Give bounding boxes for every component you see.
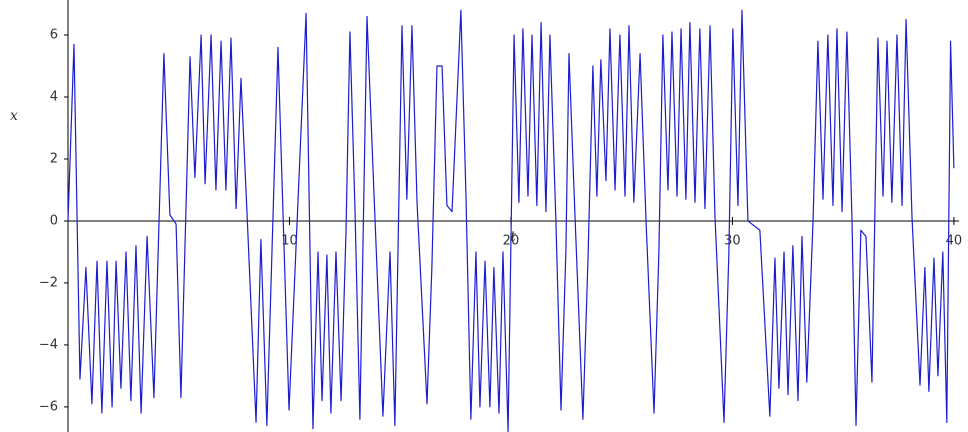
x-axis-label: t <box>510 229 516 245</box>
y-tick-label: −2 <box>39 275 58 290</box>
x-tick-label: 30 <box>724 233 741 248</box>
y-tick-label: −6 <box>39 399 58 414</box>
data-line <box>67 9 955 432</box>
y-tick-label: 0 <box>50 213 58 228</box>
x-tick-label: 40 <box>946 233 963 248</box>
x-tick-label: 10 <box>281 233 298 248</box>
y-tick-label: −4 <box>39 337 58 352</box>
y-axis-label: x <box>10 108 18 124</box>
y-tick-label: 2 <box>50 151 58 166</box>
y-tick-label: 6 <box>50 28 58 43</box>
y-tick-label: 4 <box>50 89 58 104</box>
